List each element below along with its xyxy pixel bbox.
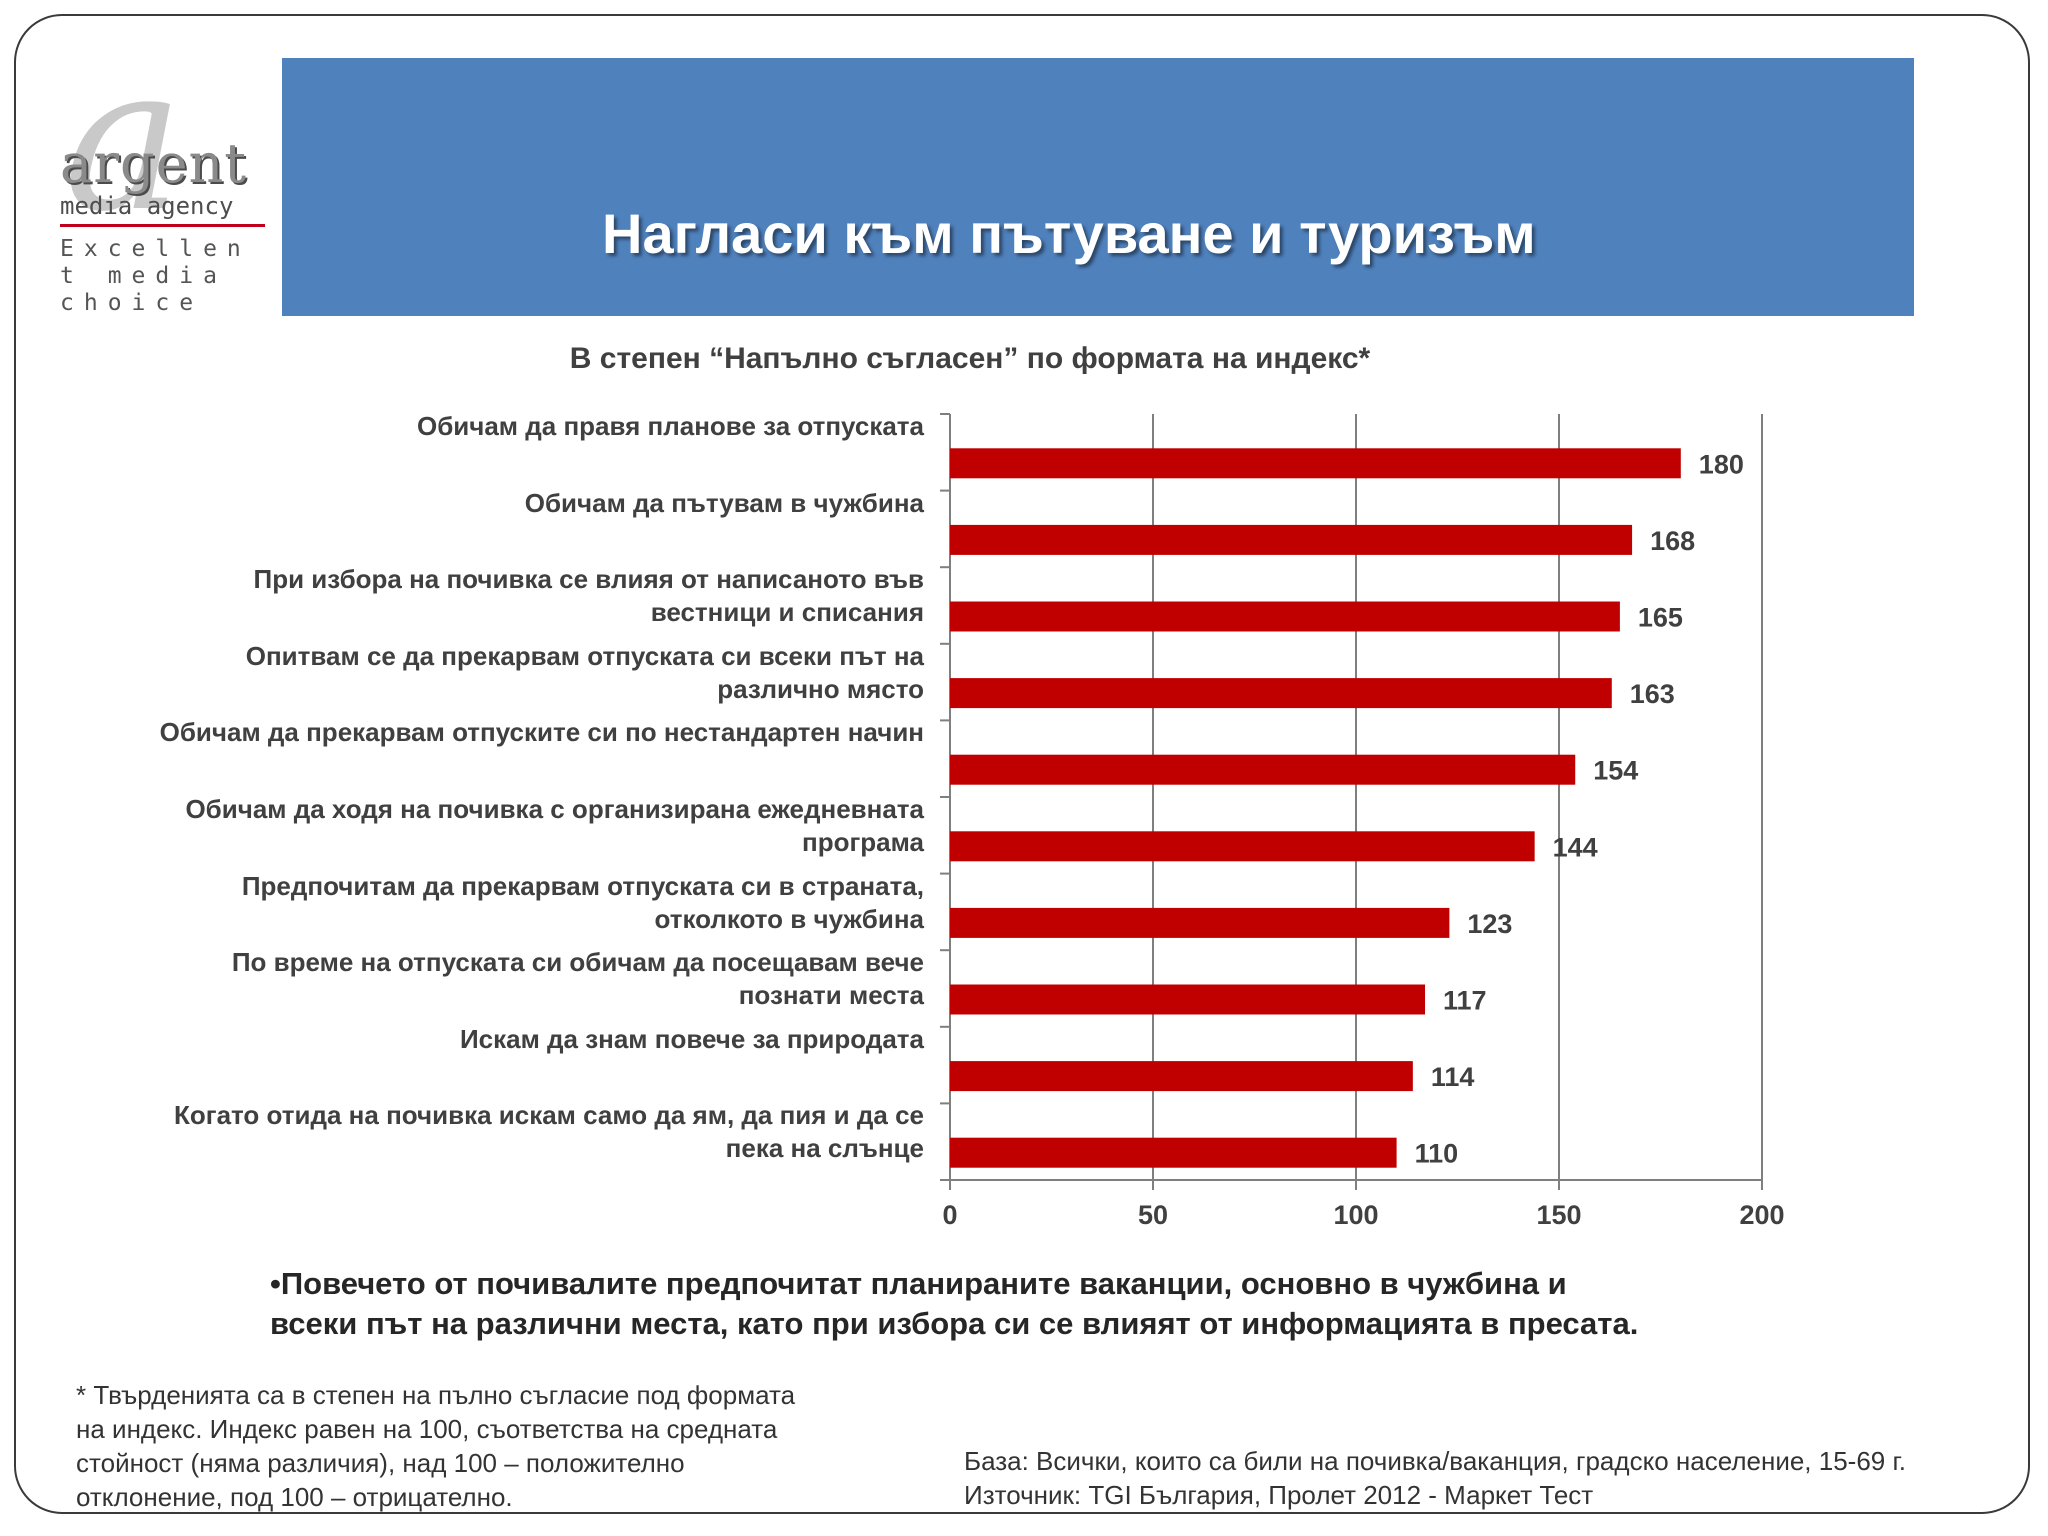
data-label-6: 123 <box>1467 909 1512 939</box>
title-banner: Нагласи към пътуване и туризъм <box>282 58 1914 316</box>
bar-0 <box>950 448 1681 479</box>
category-label-3-line-0: Опитвам се да прекарвам отпуската си все… <box>245 640 924 671</box>
category-label-6-line-0: Предпочитам да прекарвам отпуската си в … <box>241 870 924 901</box>
bar-8 <box>950 1061 1413 1092</box>
x-tick-label-1: 50 <box>1138 1200 1168 1230</box>
conclusion-text: •Повечето от почивалите предпочитат план… <box>270 1264 1790 1344</box>
category-label-7-line-1: познати места <box>738 980 924 1011</box>
conclusion-line-2: всеки път на различни места, като при из… <box>270 1306 1639 1341</box>
data-label-1: 168 <box>1650 526 1695 556</box>
data-label-8: 114 <box>1431 1062 1475 1092</box>
chart-title: В степен “Напълно съгласен” по формата н… <box>569 342 1371 375</box>
category-label-0: Обичам да правя планове за отпуската <box>80 410 924 443</box>
x-tick-label-0: 0 <box>942 1200 957 1230</box>
conclusion-line-1: •Повечето от почивалите предпочитат план… <box>270 1266 1567 1301</box>
data-label-7: 117 <box>1443 986 1487 1016</box>
category-label-5: Обичам да ходя на почивка с организирана… <box>80 793 924 859</box>
category-label-7: По време на отпуската си обичам да посещ… <box>80 946 924 1012</box>
category-label-3-line-1: различно място <box>717 673 924 704</box>
data-label-3: 163 <box>1630 679 1675 709</box>
category-label-4-line-0: Обичам да прекарвам отпуските си по нест… <box>159 717 924 748</box>
data-label-0: 180 <box>1699 449 1744 479</box>
category-label-5-line-0: Обичам да ходя на почивка с организирана… <box>185 794 924 824</box>
source-note: База: Всички, които са били на почивка/в… <box>964 1444 2004 1512</box>
logo-tagline: Excellent media choice <box>60 236 251 316</box>
category-label-8-line-0: Искам да знам повече за природата <box>459 1023 924 1054</box>
logo-subtitle: media agency <box>60 192 265 227</box>
bar-5 <box>950 831 1535 862</box>
data-label-9: 110 <box>1415 1139 1459 1169</box>
page-title: Нагласи към пътуване и туризъм <box>602 202 1536 265</box>
category-label-1-line-0: Обичам да пътувам в чужбина <box>524 487 924 518</box>
bar-6 <box>950 907 1450 938</box>
logo-mark: a <box>64 23 184 256</box>
logo-name: argent <box>60 132 248 195</box>
x-tick-label-2: 100 <box>1333 1200 1378 1230</box>
footnote-line-4: отклонение, под 100 – отрицателно. <box>76 1482 513 1512</box>
category-label-8: Искам да знам повече за природата <box>80 1023 924 1056</box>
category-label-1: Обичам да пътувам в чужбина <box>80 487 924 520</box>
footnote-line-3: стойност (няма различия), над 100 – поло… <box>76 1448 685 1478</box>
bar-3 <box>950 678 1612 709</box>
data-label-2: 165 <box>1638 603 1683 633</box>
category-label-4: Обичам да прекарвам отпуските си по нест… <box>80 716 924 749</box>
data-label-5: 144 <box>1553 832 1598 862</box>
footnote-line-2: на индекс. Индекс равен на 100, съответс… <box>76 1414 778 1444</box>
category-label-6: Предпочитам да прекарвам отпуската си в … <box>80 870 924 936</box>
bar-1 <box>950 524 1633 555</box>
category-label-7-line-0: По време на отпуската си обичам да посещ… <box>231 947 924 978</box>
category-label-9-line-1: пека на слънце <box>725 1133 924 1164</box>
category-label-2: При избора на почивка се влияя от написа… <box>80 563 924 629</box>
source-origin: Източник: TGI България, Пролет 2012 - Ма… <box>964 1480 1594 1510</box>
footnote-line-1: * Твърденията са в степен на пълно съгла… <box>76 1380 796 1410</box>
bar-9 <box>950 1137 1397 1168</box>
x-tick-label-3: 150 <box>1536 1200 1581 1230</box>
bar-2 <box>950 601 1620 632</box>
category-label-9: Когато отида на почивка искам само да ям… <box>80 1099 924 1165</box>
category-label-9-line-0: Когато отида на почивка искам само да ям… <box>174 1100 924 1131</box>
category-label-6-line-1: отколкото в чужбина <box>654 903 924 934</box>
category-label-0-line-0: Обичам да правя планове за отпуската <box>416 411 924 441</box>
category-label-2-line-1: вестници и списания <box>650 597 924 628</box>
bar-7 <box>950 984 1426 1015</box>
source-base: База: Всички, които са били на почивка/в… <box>964 1446 1907 1476</box>
x-tick-label-4: 200 <box>1739 1200 1784 1230</box>
bar-4 <box>950 754 1576 785</box>
data-label-4: 154 <box>1593 756 1638 786</box>
category-label-5-line-1: програма <box>802 827 924 857</box>
footnote: * Твърденията са в степен на пълно съгла… <box>76 1378 896 1514</box>
category-label-3: Опитвам се да прекарвам отпуската си все… <box>80 640 924 706</box>
category-label-2-line-0: При избора на почивка се влияя от написа… <box>253 564 924 595</box>
agency-logo: a argent media agency Excellent media ch… <box>56 23 266 320</box>
